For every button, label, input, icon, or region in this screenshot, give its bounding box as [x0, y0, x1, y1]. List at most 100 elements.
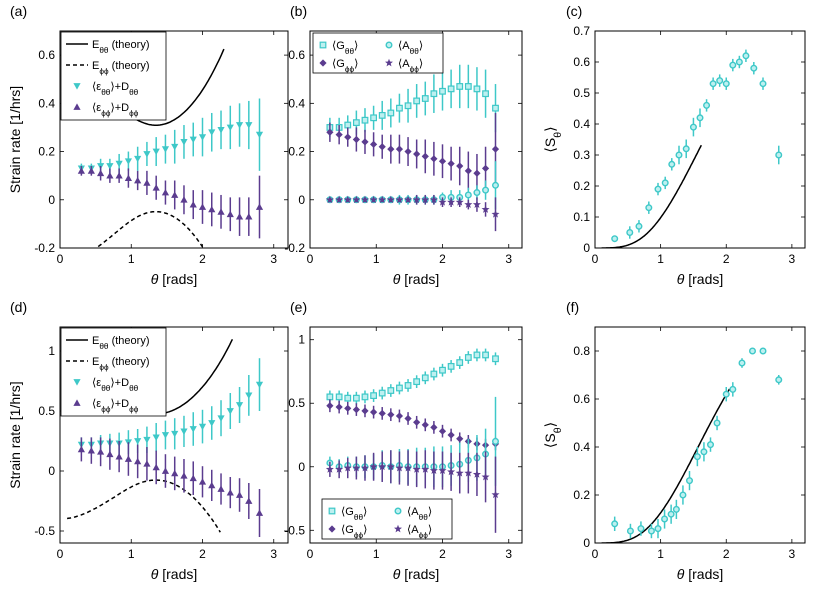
y-tick-label: -0.5 — [284, 523, 305, 537]
data-point — [87, 167, 95, 174]
data-point — [217, 208, 225, 215]
data-point — [106, 163, 114, 170]
x-tick-label: 0 — [307, 252, 314, 266]
theory-curve — [601, 388, 731, 543]
data-point — [464, 354, 472, 361]
y-tick-label: -0.5 — [34, 524, 55, 538]
y-tick-label: 0 — [48, 464, 55, 478]
y-tick-label: 0 — [298, 460, 305, 474]
data-point — [189, 474, 197, 482]
data-point — [235, 122, 244, 129]
data-point — [682, 145, 690, 153]
y-tick-label: 0 — [48, 193, 55, 207]
data-point — [413, 418, 421, 426]
panel-b: (b)0 1 2 3-0.200.20.40.6θ [rads]⟨Gθθ⟩ ⟨Aθθ⟩⟨… — [284, 3, 523, 287]
data-point — [429, 195, 438, 204]
data-point — [152, 434, 160, 441]
data-point — [171, 191, 179, 198]
data-point — [429, 466, 438, 474]
data-point — [491, 490, 500, 499]
x-tick-label: 3 — [505, 252, 512, 266]
legend-label: ⟨Gϕϕ⟩ — [341, 524, 367, 540]
data-point — [87, 447, 95, 454]
x-tick-label: 1 — [128, 252, 135, 266]
data-point — [421, 195, 430, 204]
panel-label: (a) — [10, 3, 27, 19]
data-point — [482, 351, 489, 359]
data-point — [447, 197, 456, 206]
x-tick-label: 3 — [789, 547, 796, 561]
data-point — [611, 520, 619, 528]
y-tick-label: 0.1 — [573, 210, 590, 224]
x-axis-label: θ [rads] — [393, 566, 440, 582]
data-point — [361, 407, 369, 415]
data-point — [208, 420, 216, 427]
data-point — [675, 151, 683, 159]
data-point — [404, 463, 413, 472]
data-point — [447, 85, 455, 93]
data-point — [421, 152, 429, 160]
data-point — [729, 61, 737, 69]
panel-label: (e) — [290, 299, 307, 315]
data-point — [439, 366, 446, 374]
data-point — [189, 136, 197, 144]
data-point — [626, 228, 634, 236]
data-point — [404, 414, 412, 423]
data-point — [404, 382, 412, 389]
data-point — [404, 195, 413, 204]
data-point — [679, 491, 687, 499]
x-axis-label: θ [rads] — [677, 271, 724, 287]
data-point — [235, 213, 244, 220]
data-point — [352, 394, 360, 402]
y-tick-label: 0.2 — [573, 488, 590, 502]
y-tick-label: -0.2 — [34, 241, 55, 255]
data-point — [759, 347, 767, 355]
data-point — [378, 409, 386, 417]
data-point — [343, 463, 352, 472]
data-point — [143, 460, 151, 467]
panel-f: (f) 0 1 2 3 0 0.2 0.4 0.6 0.8 θ [rads] ⟨Sθ⟩ — [542, 299, 806, 582]
legend-label: ⟨Aθθ⟩ — [407, 506, 432, 522]
data-point — [661, 515, 669, 523]
y-tick-label: 0 — [583, 241, 590, 255]
data-point — [413, 97, 421, 105]
x-tick-label: 1 — [373, 547, 380, 561]
data-point — [335, 195, 344, 204]
data-point — [492, 104, 499, 112]
data-point — [352, 463, 361, 472]
data-point — [707, 441, 715, 449]
data-point — [635, 222, 643, 230]
y-tick-label: 0.6 — [573, 392, 590, 406]
x-tick-label: 0 — [307, 547, 314, 561]
data-point — [667, 510, 675, 518]
data-point — [735, 58, 743, 66]
legend-marker-icon — [319, 59, 327, 67]
y-tick-label: 0.2 — [573, 179, 590, 193]
x-tick-label: 1 — [373, 252, 380, 266]
data-point — [134, 176, 142, 184]
data-point — [473, 351, 481, 359]
data-point — [413, 378, 421, 386]
data-point — [370, 140, 378, 148]
axes-frame — [309, 326, 523, 544]
data-point — [235, 491, 244, 498]
y-tick-label: 1 — [48, 344, 55, 358]
data-point — [713, 419, 721, 427]
legend-label: ⟨Aθθ⟩ — [398, 40, 423, 56]
data-point — [208, 129, 216, 136]
data-point — [722, 390, 730, 398]
data-point — [208, 205, 216, 213]
data-point — [404, 102, 412, 110]
data-point — [750, 64, 758, 72]
legend: Eθθ (theory) Eϕϕ (theory) ⟨εθθ⟩+Dθθ ⟨εϕϕ⟩+D… — [60, 327, 167, 417]
data-point — [198, 478, 207, 485]
x-axis-label: θ [rads] — [151, 566, 198, 582]
data-point — [115, 453, 123, 460]
data-point — [115, 160, 123, 168]
data-point — [491, 210, 500, 218]
data-point — [189, 426, 197, 433]
data-point — [344, 404, 352, 412]
data-point — [672, 505, 680, 513]
data-point — [430, 423, 438, 431]
data-point — [775, 376, 783, 384]
